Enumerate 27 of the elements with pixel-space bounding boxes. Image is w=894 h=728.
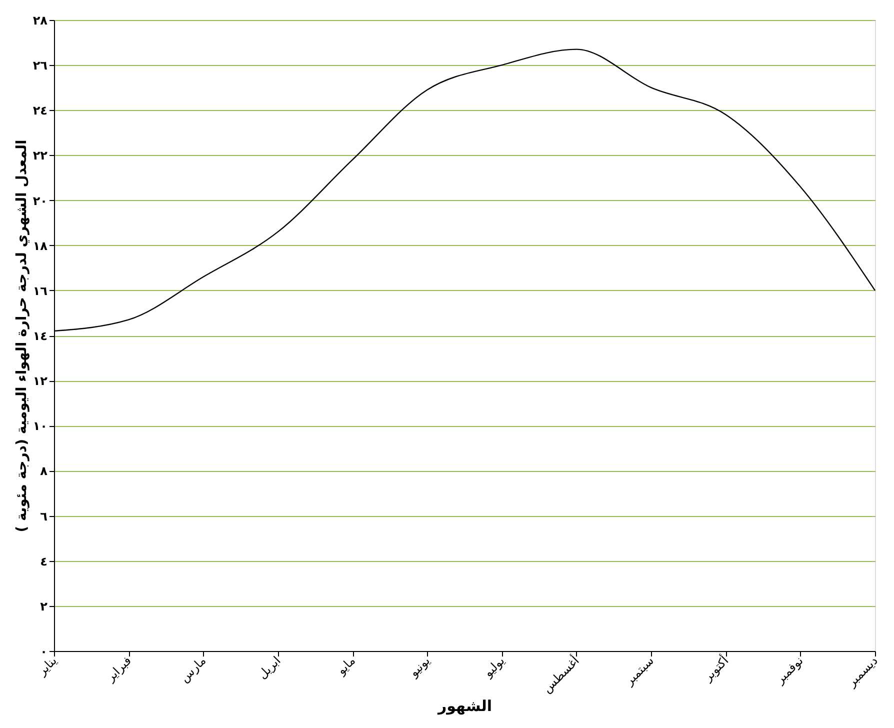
y-tick-label: ١٦ xyxy=(32,284,48,298)
x-tick-label: ابريل xyxy=(255,654,284,682)
y-tick-label: ٢٠ xyxy=(32,194,48,208)
x-tick-label: أغسطس xyxy=(539,652,582,696)
y-axis-title: المعدل الشهري لدرجة حرارة الهواء اليومية (درجة مئوية ) xyxy=(14,140,30,532)
y-tick-label: ١٤ xyxy=(32,329,48,343)
y-tick-label: ٢٨ xyxy=(32,14,48,28)
y-tick-label: ١٢ xyxy=(32,374,48,388)
x-tick-label: فبراير xyxy=(102,654,134,685)
x-tick-label: أكتوبر xyxy=(699,652,732,685)
y-tick-label: ٢٦ xyxy=(32,58,48,73)
x-tick-label: سبتمبر xyxy=(622,654,657,689)
y-tick-label: ١٠ xyxy=(32,419,48,434)
x-tick-label: مايو xyxy=(334,654,358,678)
y-tick-label: ٨ xyxy=(40,464,48,478)
y-tick-label: ٢ xyxy=(40,599,48,614)
x-tick-label: يونيو xyxy=(406,654,433,680)
x-tick-label: ديسمبر xyxy=(844,654,880,690)
x-axis-title: الشهور xyxy=(437,696,492,715)
x-tick-label: يوليو xyxy=(480,654,508,680)
y-tick-label: ٢٢ xyxy=(32,148,48,163)
y-tick-label: ٢٤ xyxy=(32,104,48,118)
y-tick-label: ٤ xyxy=(40,554,48,568)
y-tick-label: ١٨ xyxy=(32,238,48,253)
x-tick-label: نوفمبر xyxy=(772,654,806,688)
y-tick-label: ٦ xyxy=(40,509,48,524)
x-tick-label: مارس xyxy=(177,654,209,686)
